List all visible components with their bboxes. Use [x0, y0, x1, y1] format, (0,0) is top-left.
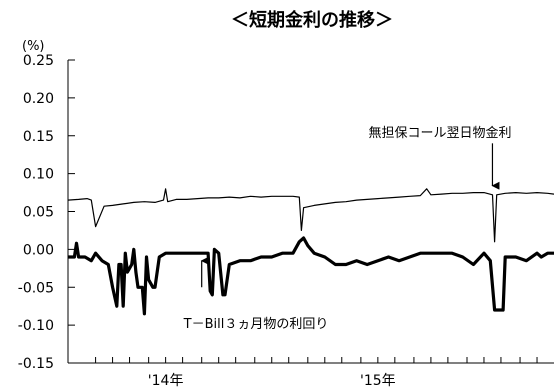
- y-tick-label: -0.10: [18, 318, 54, 334]
- y-axis-unit-label: (%): [22, 39, 45, 54]
- x-axis: '14年 '15年: [68, 357, 554, 388]
- chart-title: ＜短期金利の推移＞: [231, 9, 393, 31]
- y-axis: 0.25 0.20 0.15 0.10 0.05 0.00 -0.05 -0.10 -0.15: [18, 53, 75, 372]
- y-tick-label: 0.15: [23, 129, 54, 145]
- x-tick-label: '14年: [148, 373, 184, 388]
- y-tick-label: -0.15: [18, 356, 54, 372]
- y-tick-label: 0.20: [23, 91, 54, 107]
- y-tick-label: -0.05: [18, 280, 54, 296]
- series-lines: [67, 188, 554, 316]
- tbill-annotation-label: T－Bill３ヵ月物の利回り: [183, 317, 329, 332]
- tbill-series-line: [68, 236, 554, 316]
- x-tick-label: '15年: [360, 373, 396, 388]
- annotations: 無担保コール翌日物金利 T－Bill３ヵ月物の利回り: [183, 125, 512, 332]
- call-rate-annotation-label: 無担保コール翌日物金利: [368, 125, 511, 141]
- call-rate-series-line: [67, 188, 554, 243]
- y-tick-label: 0.10: [23, 167, 54, 183]
- y-tick-label: 0.00: [23, 242, 54, 258]
- y-tick-label: 0.25: [23, 53, 54, 69]
- y-tick-label: 0.05: [23, 205, 54, 221]
